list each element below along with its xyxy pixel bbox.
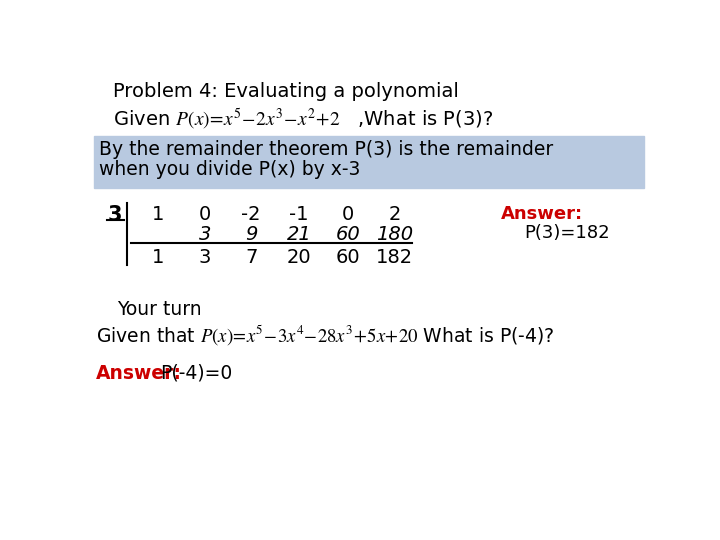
Text: 1: 1 bbox=[152, 248, 164, 267]
Text: 180: 180 bbox=[376, 225, 413, 244]
Text: 0: 0 bbox=[199, 205, 211, 224]
Text: By the remainder theorem P(3) is the remainder: By the remainder theorem P(3) is the rem… bbox=[99, 140, 554, 159]
Text: 1: 1 bbox=[152, 205, 164, 224]
Text: 21: 21 bbox=[287, 225, 312, 244]
Text: -1: -1 bbox=[289, 205, 309, 224]
Text: 7: 7 bbox=[245, 248, 257, 267]
Text: Answer:: Answer: bbox=[96, 363, 182, 382]
Text: 3: 3 bbox=[199, 248, 211, 267]
Text: 20: 20 bbox=[287, 248, 312, 267]
Text: when you divide P(x) by x-3: when you divide P(x) by x-3 bbox=[99, 160, 361, 179]
Text: 60: 60 bbox=[336, 225, 361, 244]
FancyBboxPatch shape bbox=[94, 136, 644, 188]
Text: 2: 2 bbox=[388, 205, 401, 224]
Text: Given that $\it{P}(\it{x})\!=\!\it{x}^5\!-\!3\it{x}^4\!-\!28\it{x}^3\!+\!5\it{x}: Given that $\it{P}(\it{x})\!=\!\it{x}^5\… bbox=[96, 323, 554, 347]
Text: Given $\it{P}(\it{x})\!=\!\it{x}^5\!-\!2\it{x}^3\!-\!\it{x}^2\!+\!2$   ,What is : Given $\it{P}(\it{x})\!=\!\it{x}^5\!-\!2… bbox=[113, 107, 493, 132]
Text: 182: 182 bbox=[376, 248, 413, 267]
Text: 3: 3 bbox=[107, 205, 122, 225]
Text: 9: 9 bbox=[245, 225, 257, 244]
Text: 60: 60 bbox=[336, 248, 361, 267]
Text: Problem 4: Evaluating a polynomial: Problem 4: Evaluating a polynomial bbox=[113, 82, 459, 101]
Text: P(3)=182: P(3)=182 bbox=[524, 224, 610, 242]
Text: Your turn: Your turn bbox=[117, 300, 202, 319]
Text: 3: 3 bbox=[199, 225, 211, 244]
Text: Answer:: Answer: bbox=[500, 205, 583, 223]
Text: 0: 0 bbox=[342, 205, 354, 224]
Text: P(-4)=0: P(-4)=0 bbox=[160, 363, 232, 382]
Text: -2: -2 bbox=[241, 205, 261, 224]
